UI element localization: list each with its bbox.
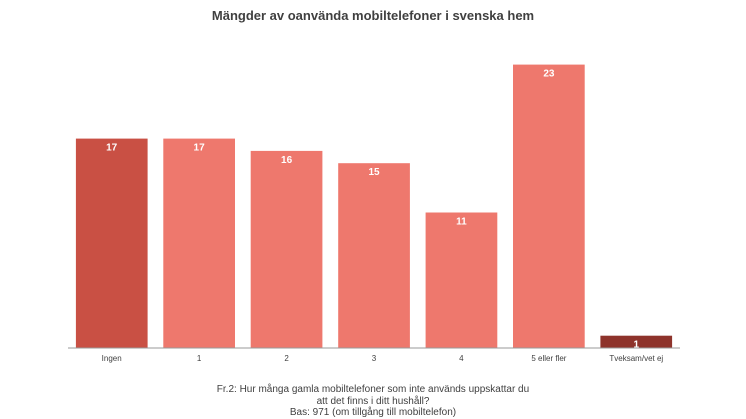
labels-group: 17 Ingen 17 1 16 2 15 3 11 4 23 5 eller fler 1 Tveksa… <box>102 69 664 363</box>
bar-0 <box>75 138 148 348</box>
value-label-2: 16 <box>281 155 293 166</box>
category-label-5: 5 eller fler <box>531 354 566 363</box>
footnote-base: Bas: 971 (om tillgång till mobiltelefon) <box>289 407 457 418</box>
value-label-4: 11 <box>456 217 467 228</box>
footnote-question-line-1: Fr.2: Hur många gamla mobiltelefoner som… <box>216 384 530 395</box>
category-label-6: Tveksam/vet ej <box>609 354 663 363</box>
footnote-question-line-2: att det finns i ditt hushåll? <box>316 395 430 407</box>
value-label-3: 15 <box>368 167 380 178</box>
bars-group <box>75 64 673 348</box>
bar-5 <box>513 64 585 348</box>
category-label-1: 1 <box>197 354 202 363</box>
footnote: Fr.2: Hur många gamla mobiltelefoner som… <box>0 384 746 419</box>
category-label-2: 2 <box>284 354 289 363</box>
value-label-0: 17 <box>106 143 118 154</box>
bar-1 <box>163 138 235 348</box>
category-label-3: 3 <box>372 354 377 363</box>
category-label-0: Ingen <box>102 354 122 363</box>
category-label-4: 4 <box>459 354 464 363</box>
bar-2 <box>250 150 323 348</box>
value-label-1: 17 <box>194 143 206 154</box>
bar-6 <box>600 335 673 348</box>
value-label-5: 23 <box>543 69 555 80</box>
bar-3 <box>338 163 410 348</box>
value-label-6: 1 <box>634 340 640 351</box>
chart-title: Mängder av oanvända mobiltelefoner i sve… <box>211 8 535 23</box>
bar-4 <box>425 212 498 348</box>
